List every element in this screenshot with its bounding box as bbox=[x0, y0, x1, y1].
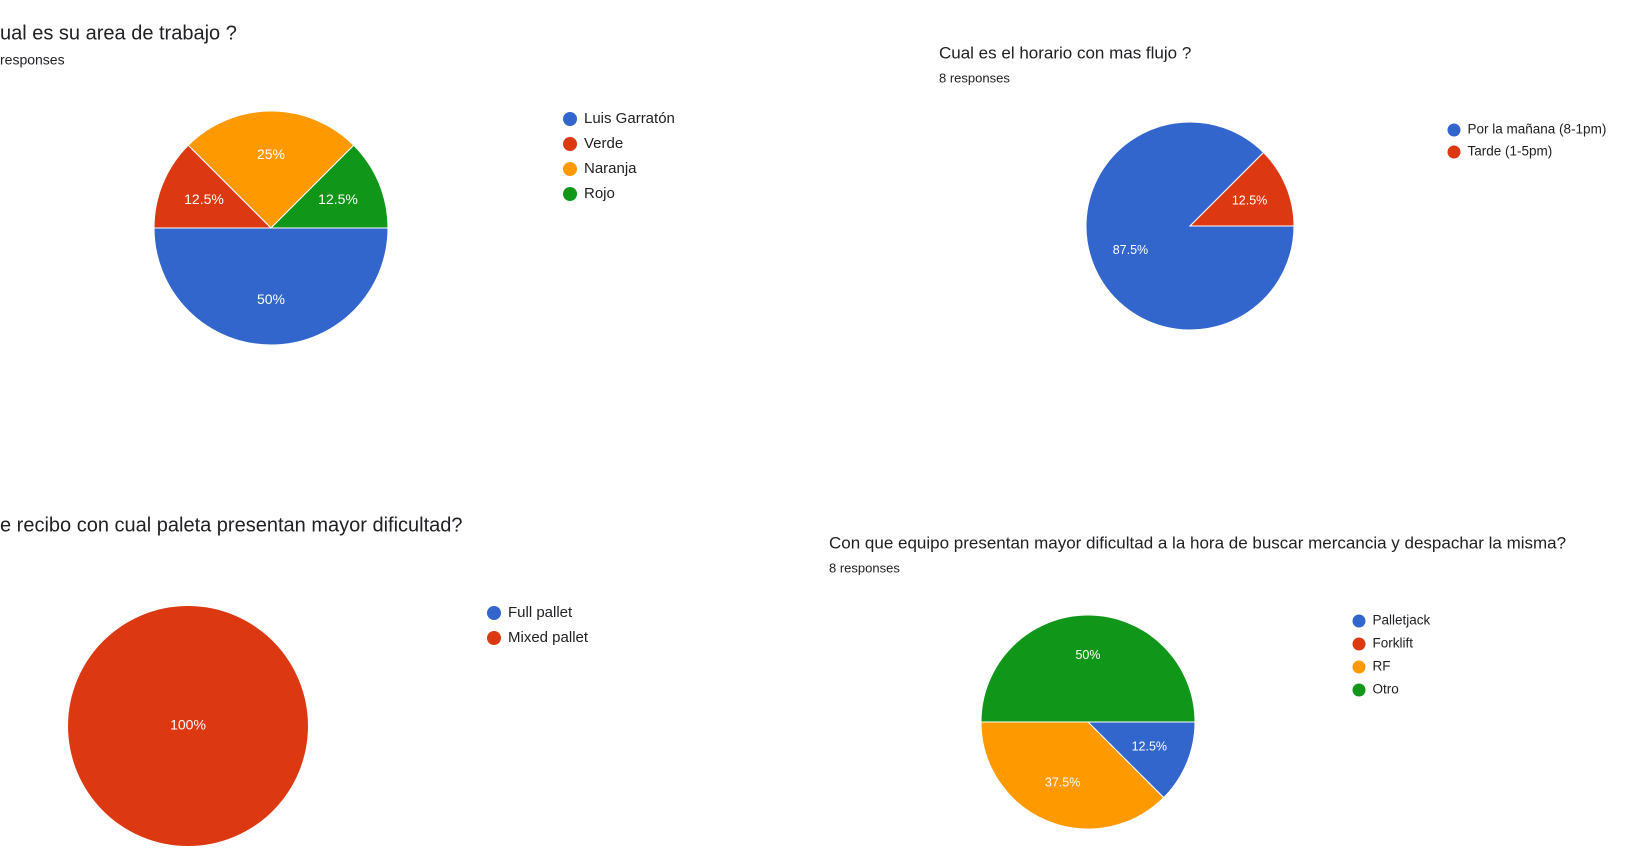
pie-slice bbox=[269, 144, 389, 229]
legend-label: Full pallet bbox=[508, 604, 573, 621]
legend-label: Mixed pallet bbox=[508, 629, 589, 646]
legend-label: Naranja bbox=[584, 160, 637, 177]
chart-subtitle: 8 responses bbox=[939, 70, 1010, 85]
legend-marker bbox=[1352, 637, 1366, 651]
data-label: 50% bbox=[257, 291, 285, 307]
pie-slice bbox=[153, 144, 273, 229]
data-label: 12.5% bbox=[1232, 194, 1267, 208]
legend-marker bbox=[563, 137, 577, 151]
legend-label: Forklift bbox=[1373, 636, 1414, 651]
legend-marker bbox=[487, 631, 501, 645]
legend-marker bbox=[1352, 683, 1366, 697]
legend-label: Tarde (1-5pm) bbox=[1468, 144, 1553, 159]
chart-subtitle: responses bbox=[0, 52, 65, 68]
pie-slice bbox=[1188, 151, 1295, 227]
pie-slice bbox=[1086, 721, 1196, 799]
legend-marker bbox=[563, 187, 577, 201]
data-label: 12.5% bbox=[1132, 740, 1167, 754]
pie-slice bbox=[980, 721, 1165, 830]
legend-marker bbox=[487, 606, 501, 620]
legend-label: Luis Garratón bbox=[584, 110, 675, 127]
data-label: 100% bbox=[170, 717, 206, 733]
chart-title: ual es su area de trabajo ? bbox=[0, 22, 237, 44]
pie-slice bbox=[153, 227, 389, 346]
legend-marker bbox=[1447, 145, 1461, 159]
legend-marker bbox=[563, 112, 577, 126]
legend-marker bbox=[563, 162, 577, 176]
legend-marker bbox=[1447, 123, 1461, 137]
pie-slice bbox=[980, 614, 1196, 723]
data-label: 12.5% bbox=[318, 191, 358, 207]
data-label: 37.5% bbox=[1045, 776, 1080, 790]
chart-title: Con que equipo presentan mayor dificulta… bbox=[829, 533, 1566, 552]
legend-label: Otro bbox=[1373, 682, 1399, 697]
chart-title: e recibo con cual paleta presentan mayor… bbox=[0, 514, 463, 536]
legend-label: Palletjack bbox=[1373, 613, 1431, 628]
legend-label: RF bbox=[1373, 659, 1391, 674]
legend-marker bbox=[1352, 614, 1366, 628]
legend-label: Rojo bbox=[584, 185, 615, 202]
data-label: 50% bbox=[1075, 648, 1100, 662]
data-label: 87.5% bbox=[1113, 243, 1148, 257]
legend-label: Verde bbox=[584, 135, 623, 152]
chart-title: Cual es el horario con mas flujo ? bbox=[939, 43, 1191, 62]
pie-slice bbox=[68, 606, 308, 846]
data-label: 12.5% bbox=[184, 191, 224, 207]
pie-slice bbox=[187, 110, 355, 229]
chart-subtitle: 8 responses bbox=[829, 560, 900, 575]
data-label: 25% bbox=[257, 146, 285, 162]
legend-label: Por la mañana (8-1pm) bbox=[1468, 122, 1607, 137]
legend-marker bbox=[1352, 660, 1366, 674]
